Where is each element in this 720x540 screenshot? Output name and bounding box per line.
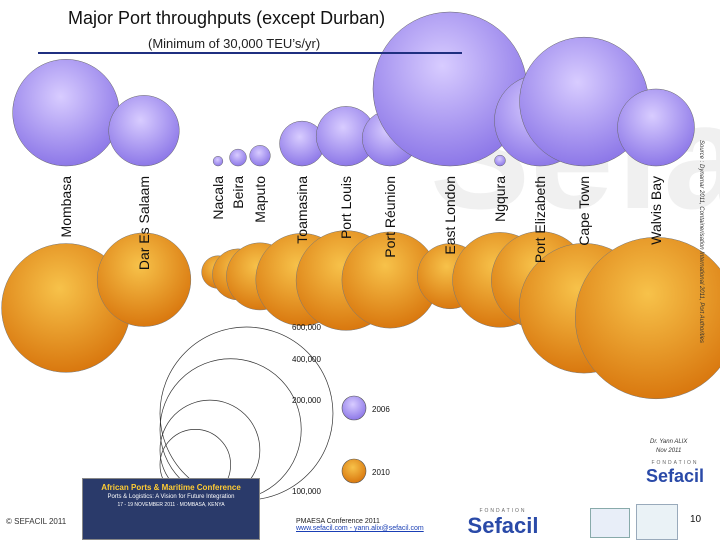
conference-info: PMAESA Conference 2011 www.sefacil.com -…: [296, 518, 424, 532]
sefacil-logo-large: FONDATION Sefacil: [458, 508, 548, 538]
port-label: Nacala: [210, 176, 226, 220]
port-labels: Mombasa Dar Es Salaam Nacala Beira Maputo Toa…: [58, 176, 664, 270]
port-label: Port Réunion: [382, 176, 398, 258]
sefacil-name-large: Sefacil: [467, 513, 539, 538]
port-label: Mombasa: [58, 176, 74, 238]
scale-label: 200,000: [292, 396, 321, 405]
port-authority-logo-icon: [636, 504, 678, 540]
port-label: Walvis Bay: [648, 176, 664, 245]
sefacil-logo-small: FONDATION Sefacil: [642, 460, 708, 487]
sefacil-foundation-label-large: FONDATION: [479, 508, 527, 514]
legend-swatch-2006: [341, 395, 367, 421]
bubble-2006: [249, 145, 271, 167]
bubble-2006: [108, 95, 180, 167]
banner-subtitle: Ports & Logistics: A Vision for Future I…: [107, 494, 235, 500]
bubble-2010: [96, 232, 192, 327]
partner-logo-icon: [590, 508, 630, 538]
scale-label: 600,000: [292, 323, 321, 332]
legend-swatch-2010: [341, 458, 367, 484]
page-number: 10: [690, 514, 702, 525]
author-name: Dr. Yann ALIX: [650, 439, 688, 445]
sefacil-name: Sefacil: [645, 466, 705, 486]
source-note: Source : Dynamar 2011, Containerisation …: [698, 140, 704, 344]
port-label: Maputo: [252, 176, 268, 223]
scale-label: 400,000: [292, 355, 321, 364]
bubble-2010: [575, 237, 720, 400]
bubbles-2006: [12, 11, 695, 167]
bubble-2006: [12, 59, 120, 167]
author-block: Dr. Yann ALIX Nov 2011: [650, 438, 687, 456]
legend-label-2010: 2010: [372, 468, 390, 477]
port-label: Port Louis: [338, 176, 354, 239]
author-date: Nov 2011: [656, 448, 682, 454]
banner-date: 17 - 19 NOVEMBER 2011 · MOMBASA, KENYA: [117, 502, 225, 508]
scale-circle: [159, 326, 334, 501]
port-label: Cape Town: [576, 176, 592, 246]
legend-label-2006: 2006: [372, 405, 390, 414]
port-label: Dar Es Salaam: [136, 176, 152, 270]
bubble-2006: [212, 156, 224, 167]
conference-banner: African Ports & Maritime Conference Port…: [82, 478, 260, 540]
port-label: Port Elizabeth: [532, 176, 548, 263]
bubble-2006: [617, 88, 695, 167]
bubble-2006: [229, 148, 247, 167]
scale-label: 100,000: [292, 487, 321, 496]
bubbles-2010: [1, 230, 720, 400]
title-divider: [38, 52, 462, 54]
port-label: Ngqura: [492, 176, 508, 222]
port-label: East London: [442, 176, 458, 255]
page-title: Major Port throughputs (except Durban): [68, 8, 386, 28]
port-label: Toamasina: [294, 176, 310, 244]
copyright: © SEFACIL 2011: [6, 517, 67, 526]
port-label: Beira: [230, 176, 246, 209]
banner-title: African Ports & Maritime Conference: [101, 483, 241, 492]
conference-name: PMAESA Conference 2011: [296, 518, 380, 525]
page-subtitle: (Minimum of 30,000 TEU’s/yr): [148, 36, 321, 51]
size-scale: 600,000 400,000 200,000 100,000: [159, 323, 334, 501]
sefacil-foundation-label: FONDATION: [651, 460, 699, 466]
bubble-2006: [494, 154, 506, 167]
conference-links[interactable]: www.sefacil.com - yann.alix@sefacil.com: [296, 525, 424, 532]
legend: 2006 2010: [341, 395, 390, 484]
